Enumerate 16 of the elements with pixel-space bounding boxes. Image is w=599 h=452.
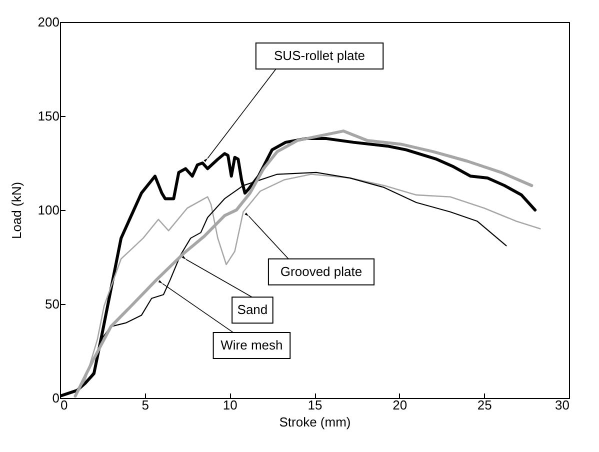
x-tick-label: 5 [142,398,149,412]
y-axis-title: Load (kN) [8,182,24,240]
annotation: Grooved plate [280,264,362,279]
y-tick-label: 200 [38,14,60,30]
x-tick-label: 20 [392,398,408,412]
x-tick-label: 15 [308,398,322,412]
y-tick-label: 50 [45,296,60,312]
annotation: SUS-rollet plate [274,48,366,63]
x-axis-title: Stroke (mm) [279,414,351,430]
annotation: Wire mesh [220,338,283,353]
x-tick-label: 25 [477,398,492,412]
y-tick-label: 100 [38,202,60,218]
x-tick-label: 30 [555,398,570,412]
x-tick-label: 10 [222,398,238,412]
y-tick-label: 150 [38,108,60,124]
annotation: Sand [237,302,268,318]
